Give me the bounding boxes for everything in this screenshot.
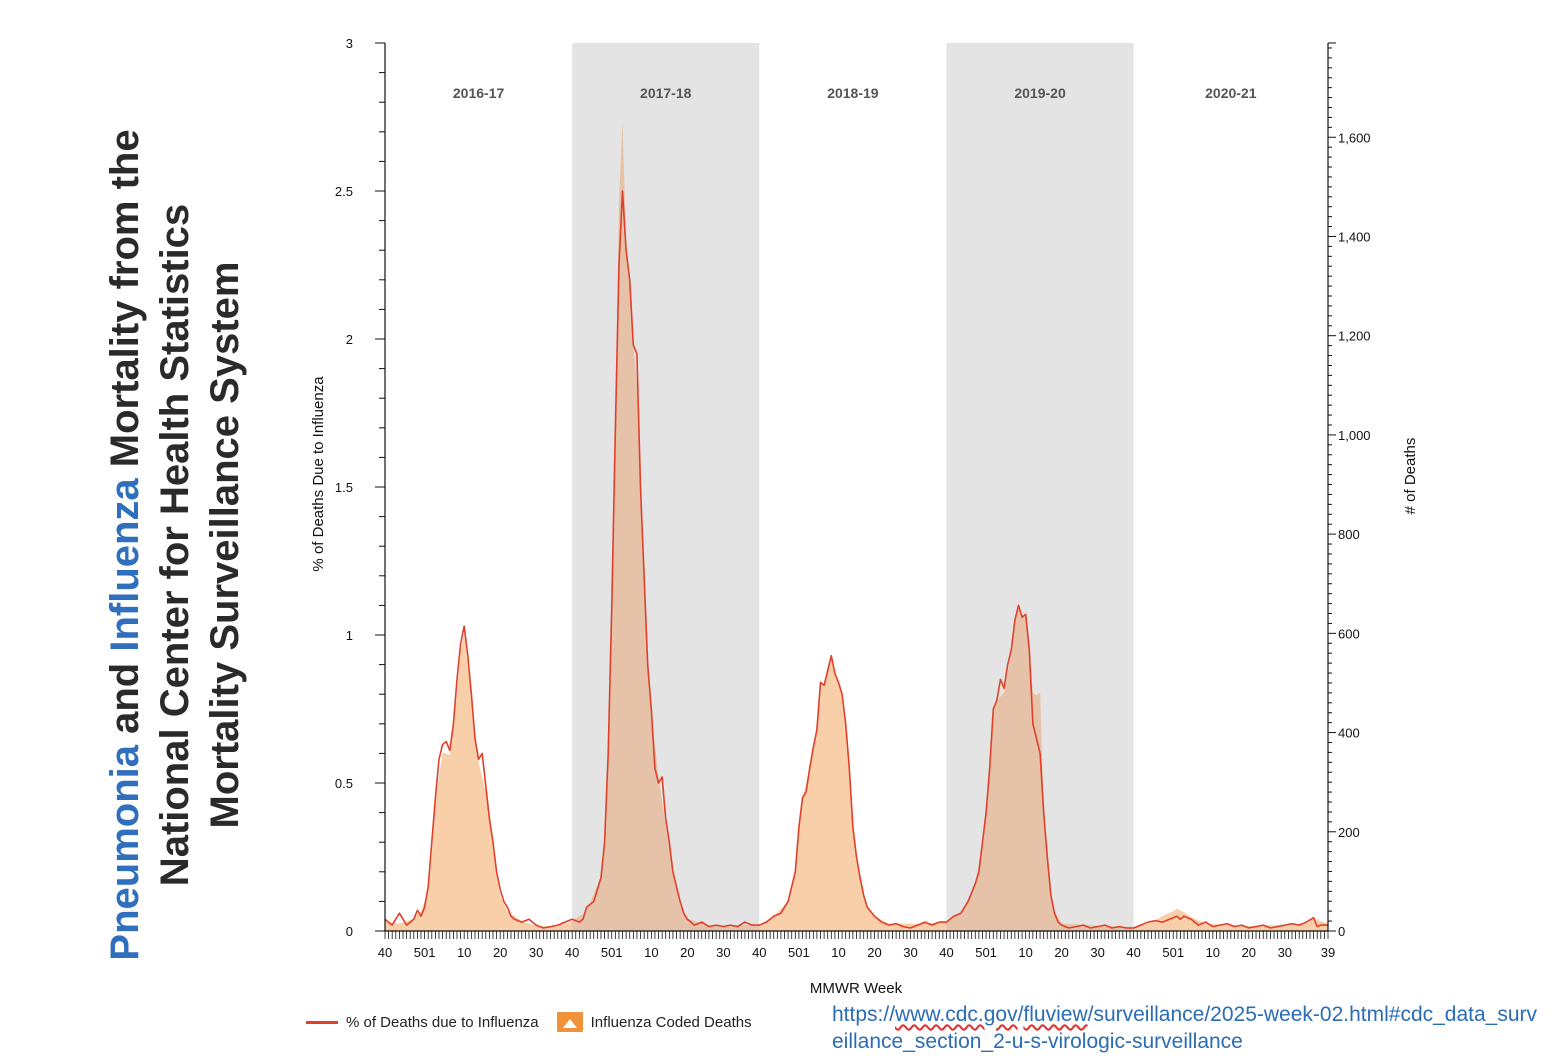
x-tick-label: 501 [788,945,810,960]
left-axis-title: % of Deaths Due to Influenza [310,376,327,572]
source-link[interactable]: https://www.cdc.gov/fluview/surveillance… [832,1003,1538,1053]
x-tick-label: 30 [903,945,917,960]
deaths-area [385,122,1328,931]
x-tick-label: 20 [867,945,881,960]
left-tick-label: 0 [346,924,353,939]
x-tick-label: 40 [1126,945,1140,960]
x-tick-label: 40 [565,945,579,960]
left-tick-label: 1 [346,628,353,643]
right-tick-label: 200 [1338,825,1360,840]
right-tick-label: 0 [1338,924,1345,939]
x-tick-label: 10 [831,945,845,960]
right-tick-label: 800 [1338,527,1360,542]
left-tick-label: 3 [346,36,353,51]
left-tick-label: 2 [346,332,353,347]
left-tick-label: 2.5 [335,184,353,199]
x-tick-label: 40 [939,945,953,960]
x-tick-label: 20 [1242,945,1256,960]
legend-line-swatch [306,1020,338,1024]
season-label-2017-18: 2017-18 [640,85,692,101]
x-tick-label: 10 [457,945,471,960]
x-tick-label: 40 [752,945,766,960]
x-tick-label: 10 [1206,945,1220,960]
right-axis-title: # of Deaths [1402,438,1419,515]
season-label-2016-17: 2016-17 [453,85,505,101]
right-tick-label: 1,000 [1338,428,1371,443]
right-tick-label: 1,600 [1338,130,1371,145]
x-tick-label: 10 [1018,945,1032,960]
right-tick-label: 1,200 [1338,329,1371,344]
season-label-2020-21: 2020-21 [1205,85,1257,101]
x-tick-label: 20 [493,945,507,960]
x-tick-label: 40 [378,945,392,960]
x-tick-label: 39 [1321,945,1335,960]
x-tick-label: 501 [1162,945,1184,960]
legend-area-label: Influenza Coded Deaths [590,1013,752,1031]
legend: % of Deaths due to Influenza Influenza C… [306,1010,752,1034]
deaths-area-shaded [572,122,1134,931]
x-tick-label: 20 [680,945,694,960]
right-tick-label: 1,400 [1338,229,1371,244]
left-tick-label: 0.5 [335,776,353,791]
x-tick-label: 501 [975,945,997,960]
legend-area-icon [556,1012,583,1032]
x-tick-label: 30 [716,945,730,960]
x-tick-label: 501 [414,945,436,960]
season-label-2019-20: 2019-20 [1014,85,1066,101]
x-tick-label: 10 [644,945,658,960]
legend-line-label: % of Deaths due to Influenza [346,1013,539,1031]
x-tick-label: 30 [529,945,543,960]
x-axis-title: MMWR Week [810,980,903,997]
left-tick-label: 1.5 [335,480,353,495]
x-tick-label: 30 [1090,945,1104,960]
right-tick-label: 400 [1338,726,1360,741]
percent-deaths-line [384,190,1328,929]
season-label-2018-19: 2018-19 [827,85,879,101]
x-tick-label: 501 [601,945,623,960]
x-tick-label: 30 [1278,945,1292,960]
right-tick-label: 600 [1338,626,1360,641]
season-shade-2017-18 [572,43,760,931]
x-tick-label: 20 [1054,945,1068,960]
